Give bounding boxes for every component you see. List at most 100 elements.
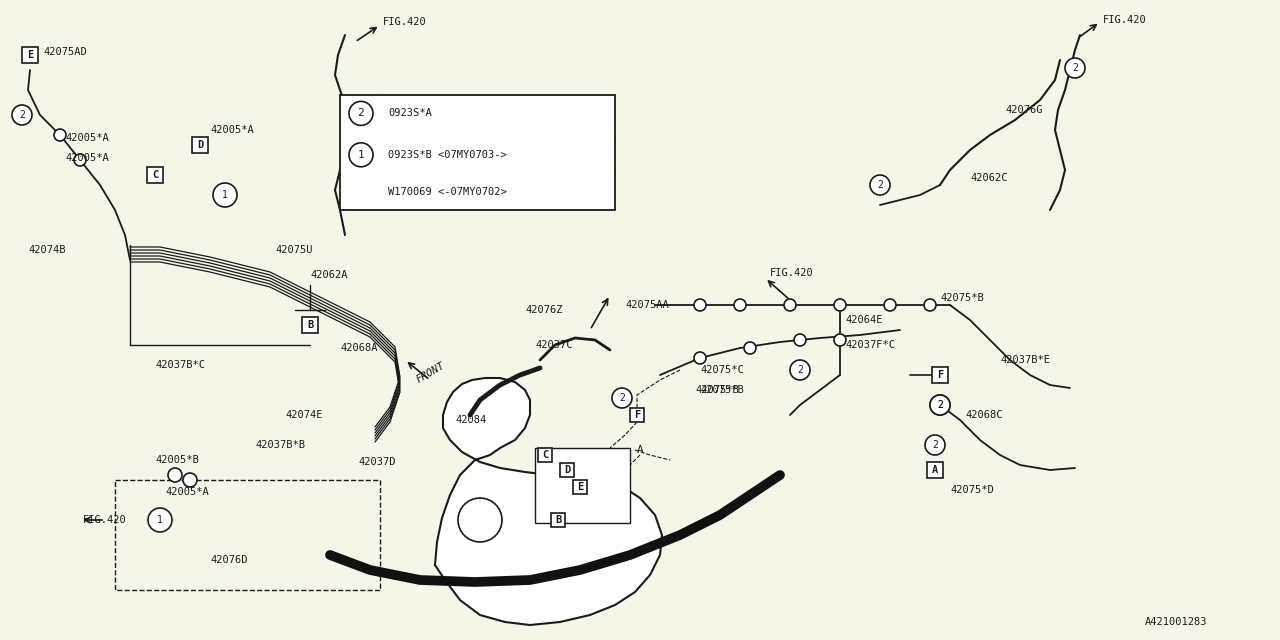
Text: 2: 2 <box>357 108 365 118</box>
Circle shape <box>694 299 707 311</box>
Circle shape <box>1065 58 1085 78</box>
Bar <box>340 95 614 210</box>
Text: 42005*A: 42005*A <box>65 133 109 143</box>
Text: 2: 2 <box>877 180 883 190</box>
Circle shape <box>744 342 756 354</box>
Text: E: E <box>27 50 33 60</box>
Text: 42075*D: 42075*D <box>950 485 993 495</box>
Bar <box>630 408 644 422</box>
Circle shape <box>925 435 945 455</box>
Bar <box>535 448 630 523</box>
Bar <box>932 367 948 383</box>
Text: 42062A: 42062A <box>310 270 347 280</box>
Circle shape <box>183 473 197 487</box>
Bar <box>22 47 38 63</box>
Text: 42076D: 42076D <box>210 555 247 565</box>
Text: W170069 <-07MY0702>: W170069 <-07MY0702> <box>388 187 507 196</box>
Bar <box>115 480 380 590</box>
Text: D: D <box>197 140 204 150</box>
Text: 42084: 42084 <box>454 415 486 425</box>
Bar <box>561 463 573 477</box>
Circle shape <box>349 143 372 167</box>
Text: FRONT: FRONT <box>415 361 447 385</box>
Text: 42068A: 42068A <box>340 343 378 353</box>
Text: 42076Z: 42076Z <box>525 305 562 315</box>
Circle shape <box>931 395 950 415</box>
Text: C: C <box>541 450 548 460</box>
Circle shape <box>884 299 896 311</box>
Text: 2: 2 <box>797 365 803 375</box>
Circle shape <box>835 334 846 346</box>
Circle shape <box>612 388 632 408</box>
Text: 42076G: 42076G <box>1005 105 1042 115</box>
Text: E: E <box>577 482 584 492</box>
Text: 42037B*B: 42037B*B <box>255 440 305 450</box>
Text: A: A <box>932 465 938 475</box>
Text: F: F <box>634 410 640 420</box>
Text: 2: 2 <box>932 440 938 450</box>
Text: 2: 2 <box>937 400 943 410</box>
Bar <box>192 137 207 153</box>
Text: 42005*A: 42005*A <box>210 125 253 135</box>
Circle shape <box>790 360 810 380</box>
Text: 2: 2 <box>937 400 943 410</box>
Circle shape <box>835 299 846 311</box>
Text: 42062C: 42062C <box>970 173 1007 183</box>
Text: 42037B*C: 42037B*C <box>155 360 205 370</box>
Bar <box>302 317 317 333</box>
Circle shape <box>924 299 936 311</box>
Circle shape <box>74 154 86 166</box>
Circle shape <box>733 299 746 311</box>
Circle shape <box>168 468 182 482</box>
Text: 42074B: 42074B <box>28 245 65 255</box>
Bar <box>147 167 163 183</box>
Text: 2: 2 <box>1073 63 1078 73</box>
Text: 1: 1 <box>221 190 228 200</box>
Text: 42074E: 42074E <box>285 410 323 420</box>
Circle shape <box>212 183 237 207</box>
Text: 42005*B: 42005*B <box>155 455 198 465</box>
Text: F: F <box>937 370 943 380</box>
Circle shape <box>870 175 890 195</box>
Text: FIG.420: FIG.420 <box>383 17 426 27</box>
Text: B: B <box>307 320 314 330</box>
Text: 42005*A: 42005*A <box>165 487 209 497</box>
Bar <box>538 448 552 462</box>
Text: 42037B*E: 42037B*E <box>1000 355 1050 365</box>
Text: 42075AD: 42075AD <box>44 47 87 57</box>
Text: 42005*A: 42005*A <box>65 153 109 163</box>
Circle shape <box>694 352 707 364</box>
Circle shape <box>794 334 806 346</box>
Text: 2: 2 <box>19 110 24 120</box>
Circle shape <box>148 508 172 532</box>
Circle shape <box>349 101 372 125</box>
Text: 42075*C: 42075*C <box>700 365 744 375</box>
Text: 42037F*C: 42037F*C <box>845 340 895 350</box>
Text: 2: 2 <box>620 393 625 403</box>
Text: 42068C: 42068C <box>965 410 1002 420</box>
Text: C: C <box>152 170 159 180</box>
Circle shape <box>54 129 67 141</box>
Text: 42037C: 42037C <box>535 340 572 350</box>
Text: 42075*B: 42075*B <box>700 385 744 395</box>
Text: 42075*B: 42075*B <box>940 293 984 303</box>
Text: A421001283: A421001283 <box>1146 617 1207 627</box>
Text: 42075*B: 42075*B <box>695 385 739 395</box>
Text: FIG.420: FIG.420 <box>1103 15 1147 25</box>
Text: D: D <box>564 465 570 475</box>
Text: 0923S*A: 0923S*A <box>388 108 431 118</box>
Text: 42075AA: 42075AA <box>625 300 668 310</box>
Circle shape <box>12 105 32 125</box>
Text: 1: 1 <box>157 515 163 525</box>
Polygon shape <box>435 378 662 625</box>
Text: FIG.420: FIG.420 <box>771 268 814 278</box>
Text: 42075U: 42075U <box>275 245 312 255</box>
Text: FIG.420: FIG.420 <box>83 515 127 525</box>
Text: 42037D: 42037D <box>358 457 396 467</box>
Text: A: A <box>636 445 644 455</box>
Text: 42064E: 42064E <box>845 315 882 325</box>
Bar <box>573 480 588 494</box>
Bar <box>550 513 564 527</box>
Circle shape <box>783 299 796 311</box>
Circle shape <box>931 395 950 415</box>
